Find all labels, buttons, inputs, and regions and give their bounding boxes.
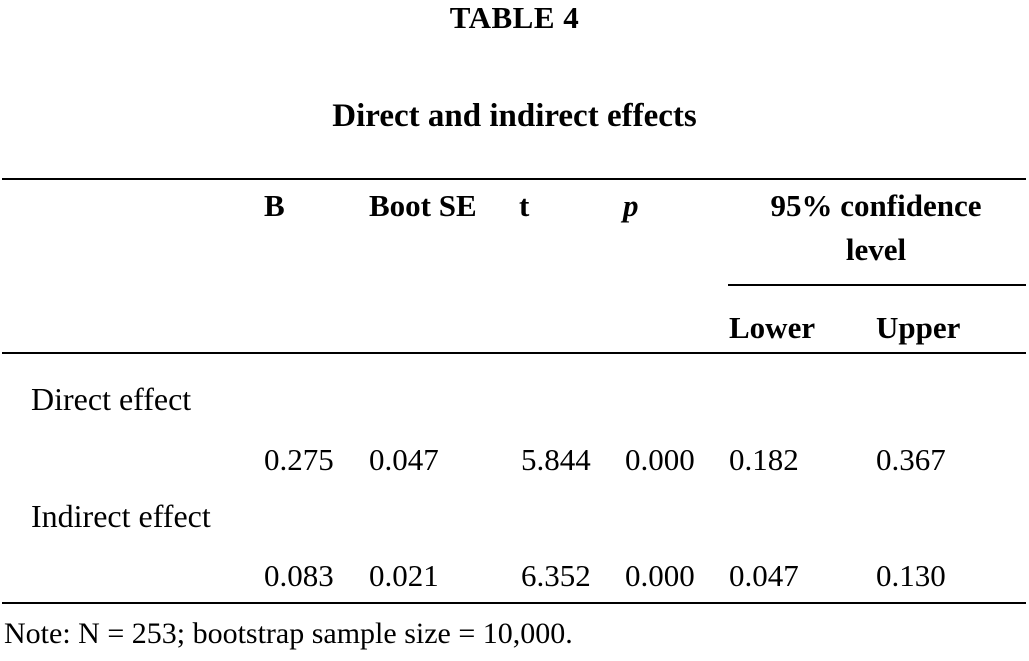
row-label-direct: Direct effect [31,381,192,417]
cell-indirect-upper: 0.130 [876,558,946,593]
row-label-indirect: Indirect effect [31,498,211,534]
header-b: B [264,188,285,223]
header-rule [2,352,1026,354]
cell-indirect-p: 0.000 [625,558,695,593]
header-lower: Lower [729,310,816,345]
cell-direct-lower: 0.182 [729,442,799,477]
header-t: t [519,188,530,223]
top-rule [2,178,1026,180]
table-note: Note: N = 253; bootstrap sample size = 1… [4,617,573,650]
cell-indirect-b: 0.083 [264,558,334,593]
cell-indirect-t: 6.352 [521,558,591,593]
ci-subrule [728,284,1026,286]
cell-direct-t: 5.844 [521,442,591,477]
header-boot-se: Boot SE [369,188,477,223]
header-ci-line1: 95% confidence [770,188,982,223]
cell-direct-upper: 0.367 [876,442,946,477]
header-upper: Upper [876,310,961,345]
header-ci-line2: level [845,232,907,267]
bottom-rule [2,602,1026,604]
table-title: Direct and indirect effects [332,98,697,134]
cell-indirect-lower: 0.047 [729,558,799,593]
cell-direct-b: 0.275 [264,442,334,477]
header-p: p [623,188,639,223]
cell-direct-boot-se: 0.047 [369,442,439,477]
table-label: TABLE 4 [449,0,580,35]
cell-direct-p: 0.000 [625,442,695,477]
cell-indirect-boot-se: 0.021 [369,558,439,593]
